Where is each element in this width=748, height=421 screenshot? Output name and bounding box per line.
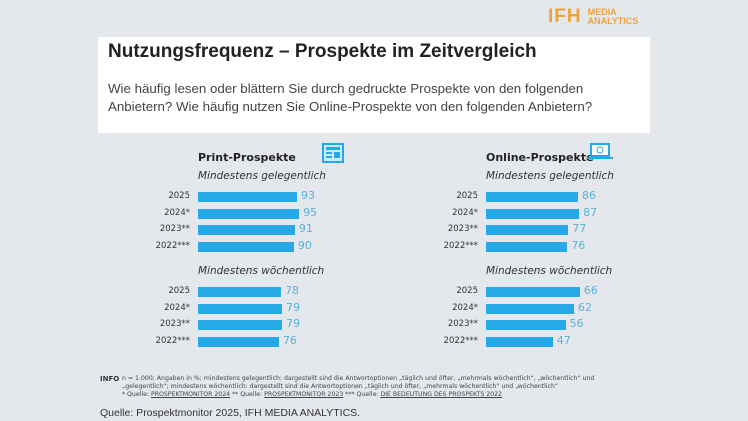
category-label: 2022*** [443,241,478,252]
logo-text: MEDIA ANALYTICS [588,8,639,26]
bar-row: 2023** 79 [140,317,390,331]
print-chart: Print-Prospekte Mindestens gelegentlich 20… [140,143,390,348]
group-title: Mindestens gelegentlich [486,170,614,182]
source-link-2024[interactable]: PROSPEKTMONITOR 2024 [150,391,231,398]
bar-row: 2025 93 [140,189,390,203]
bar-row: 2024* 79 [140,300,390,315]
bar-row: 2023** 77 [428,222,678,236]
footnote-line2: „gelegentlich“; mindestens wöchentlich: … [122,383,559,390]
value-label: 90 [297,239,312,253]
group-title: Mindestens gelegentlich [198,170,326,182]
bar [198,192,298,202]
group-title: Mindestens wöchentlich [486,265,613,277]
source-line: Quelle: Prospektmonitor 2025, IFH MEDIA … [100,407,361,419]
category-label: 2025 [168,286,190,296]
header-card: Nutzungsfrequenz – Prospekte im Zeitverg… [98,37,650,133]
bar-row: 2025 66 [428,284,678,298]
bar-row: 2023** 56 [428,317,678,331]
online-chart: Online-Prospekte Mindestens gelegentlich 2… [428,143,678,348]
bar [486,287,580,297]
page-title: Nutzungsfrequenz – Prospekte im Zeitverg… [108,41,537,62]
value-label: 77 [572,222,587,236]
group-title: Mindestens wöchentlich [198,265,325,277]
value-label: 56 [569,317,584,331]
bar [486,208,580,219]
ifh-logo: IFH MEDIA ANALYTICS [548,6,638,28]
value-label: 95 [303,205,318,219]
value-label: 76 [282,334,297,348]
bar-row: 2022*** 47 [428,334,678,348]
source-link-2023[interactable]: PROSPEKTMONITOR 2023 [264,391,344,398]
bar [198,337,279,348]
bar [198,225,295,236]
category-label: 2024* [452,302,478,313]
value-label: 66 [583,284,598,297]
bar-row: 2024* 95 [140,205,390,220]
bar [486,192,579,202]
category-label: 2024* [164,207,190,218]
bar [198,287,282,297]
bar [486,320,566,331]
category-label: 2022*** [443,336,478,347]
bar-row: 2022*** 76 [140,334,390,348]
bar [198,208,300,219]
source-link-2022[interactable]: DIE BEDEUTUNG DES PROSPEKTS 2022 [380,391,502,398]
category-label: 2023** [447,224,478,235]
category-label: 2025 [456,191,478,201]
category-label: 2022*** [155,241,190,252]
footnote-sources: * Quelle: PROSPEKTMONITOR 2024 ** Quelle… [122,391,642,399]
bar [486,337,553,348]
category-label: 2024* [452,207,478,218]
value-label: 91 [298,222,313,236]
value-label: 93 [301,189,316,202]
value-label: 79 [286,300,301,314]
chart-title: Print-Prospekte [198,151,296,164]
category-label: 2025 [168,191,190,201]
bar-row: 2022*** 76 [428,239,678,253]
value-label: 87 [583,205,598,219]
question-text: Wie häufig lesen oder blättern Sie durch… [108,81,593,114]
bar-row: 2023** 91 [140,222,390,236]
bar [486,225,569,236]
value-label: 86 [582,189,597,202]
logo-line2: ANALYTICS [587,16,639,26]
info-label: INFO [100,375,120,383]
bar [198,303,283,314]
bar-row: 2022*** 90 [140,239,390,253]
laptop-icon [586,143,614,165]
bar-row: 2024* 62 [428,300,678,315]
bar [198,320,283,331]
q2: ** Quelle: [230,391,265,398]
value-label: 76 [571,239,586,253]
category-label: 2025 [456,286,478,296]
bar [198,242,294,253]
footnote: n = 1.000; Angaben in %; mindestens gele… [122,375,642,399]
value-label: 78 [285,284,300,297]
footnote-line1: n = 1.000; Angaben in %; mindestens gele… [122,375,595,382]
value-label: 62 [578,300,593,314]
newspaper-icon [322,143,344,167]
q1: * Quelle: [122,391,151,398]
category-label: 2023** [447,319,478,330]
chart-title: Online-Prospekte [486,151,594,164]
bar-row: 2025 86 [428,189,678,203]
category-label: 2023** [159,319,190,330]
value-label: 47 [556,334,571,348]
logo-line1: MEDIA [587,7,617,17]
bar [486,242,568,253]
bar-row: 2025 78 [140,284,390,298]
category-label: 2024* [164,302,190,313]
value-label: 79 [286,317,301,331]
q3: *** Quelle: [343,391,381,398]
category-label: 2022*** [155,336,190,347]
bar [486,303,575,314]
bar-row: 2024* 87 [428,205,678,220]
category-label: 2023** [159,224,190,235]
logo-mark: IFH [548,6,582,27]
